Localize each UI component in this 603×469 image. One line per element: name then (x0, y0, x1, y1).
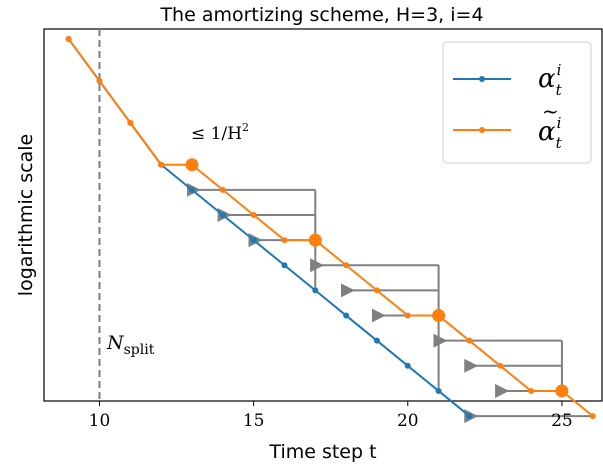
series-point-1-13 (466, 337, 473, 344)
series-point-1-4 (185, 158, 199, 172)
x-axis-ticks: 10 15 20 25 (89, 401, 573, 431)
legend-box (442, 41, 592, 164)
series-point-1-15 (528, 387, 535, 394)
x-tick-label-1: 15 (243, 411, 265, 431)
series-point-1-2 (127, 119, 134, 126)
series-point-1-14 (497, 362, 504, 369)
series-point-1-8 (308, 233, 322, 247)
series-point-0-9 (343, 312, 350, 319)
series-point-0-10 (373, 337, 380, 344)
y-axis-label: logarithmic scale (15, 134, 37, 296)
series-point-1-1 (96, 77, 103, 84)
legend: αti αti ~ (442, 41, 592, 164)
chart-title: The amortizing scheme, H=3, i=4 (159, 4, 483, 26)
x-tick-label-3: 25 (551, 411, 573, 431)
split-label: Nsplit (106, 332, 155, 358)
series-point-1-7 (281, 237, 288, 244)
series-point-1-11 (404, 312, 411, 319)
series-point-0-12 (435, 387, 442, 394)
split-label-main: N (106, 332, 125, 354)
series-point-0-7 (281, 262, 288, 269)
series-point-1-0 (65, 36, 72, 43)
x-axis-label: Time step t (268, 441, 376, 463)
legend-marker-alpha (479, 76, 485, 82)
x-tick-label-0: 10 (89, 411, 111, 431)
series-point-0-8 (312, 287, 319, 294)
series-layer (65, 36, 596, 420)
bound-annotation: ≤ 1/H2 (191, 121, 249, 144)
series-point-1-12 (432, 309, 446, 323)
series-point-1-9 (343, 262, 350, 269)
series-point-0-6 (250, 237, 257, 244)
series-point-1-16 (555, 384, 569, 398)
series-point-0-4 (188, 186, 195, 193)
split-label-sub: split (124, 342, 155, 358)
series-point-1-5 (219, 186, 226, 193)
series-line-1 (67, 38, 594, 417)
series-point-1-17 (589, 413, 596, 420)
series-point-1-10 (373, 287, 380, 294)
series-point-1-6 (250, 212, 257, 218)
series-point-0-13 (466, 413, 473, 420)
series-point-0-5 (219, 212, 226, 218)
series-point-1-3 (158, 161, 165, 168)
bound-annotation-text: ≤ 1/H (191, 124, 242, 144)
legend-marker-alpha-tilde (479, 127, 485, 133)
series-point-0-11 (404, 362, 411, 369)
bound-annotation-sup: 2 (242, 121, 249, 134)
legend-tilde-glyph: ~ (542, 99, 559, 123)
x-tick-label-2: 20 (397, 411, 419, 431)
